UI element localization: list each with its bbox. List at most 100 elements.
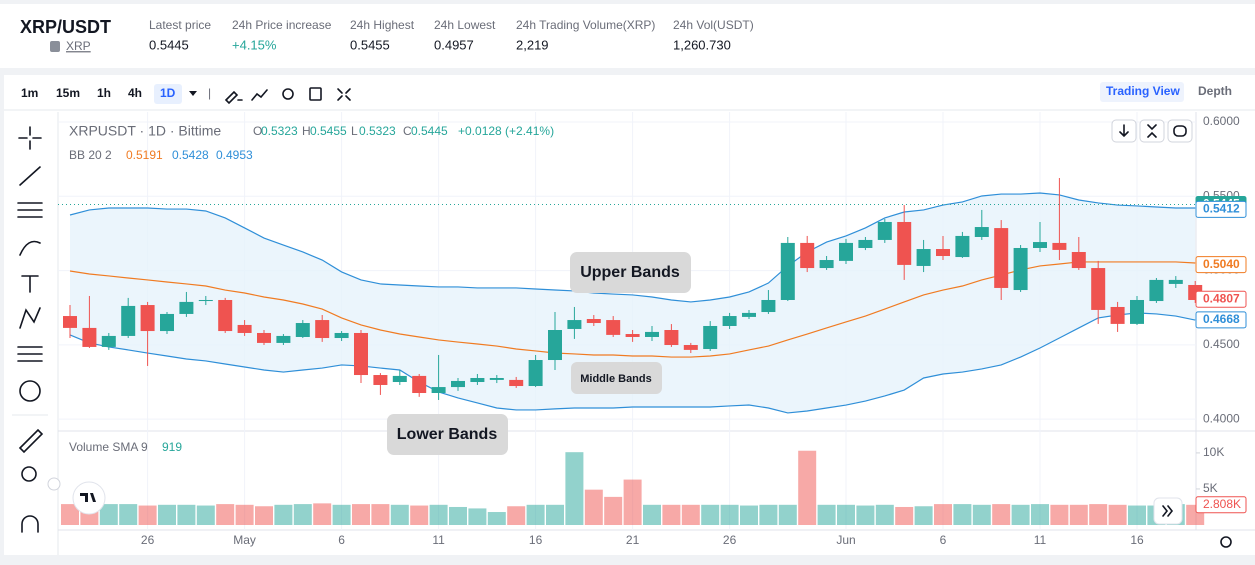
bb-legend: BB 20 2	[69, 148, 112, 162]
stat-value: 0.5455	[350, 37, 390, 52]
candle-body	[994, 228, 1009, 288]
ohlc-value: 0.5323	[261, 124, 298, 138]
volume-bar	[158, 504, 176, 525]
candle-body	[334, 332, 349, 339]
candle-body	[101, 335, 116, 347]
price-badge	[1195, 200, 1247, 218]
forecast-tool[interactable]	[17, 346, 43, 362]
annotation-box	[387, 414, 508, 455]
magnet-tool[interactable]	[21, 515, 39, 533]
bb-value: 0.5428	[172, 148, 209, 162]
fullscreen-icon[interactable]	[337, 88, 351, 101]
annotation: Upper Bands	[580, 264, 680, 281]
volume-bar	[352, 504, 370, 525]
y-tick-label: 0.4000	[1203, 411, 1240, 425]
volume-bar	[914, 506, 933, 525]
ohlc-value: 0.5455	[310, 124, 347, 138]
volume-bar	[837, 504, 855, 525]
volume-bar	[216, 504, 235, 525]
interval[interactable]: 15m	[56, 86, 80, 100]
volume-bar	[429, 504, 448, 525]
candle-body	[257, 332, 271, 343]
candle-body	[451, 380, 465, 388]
candle-body	[1110, 306, 1125, 324]
candle-body	[858, 239, 873, 248]
bb-upper-line	[69, 192, 1196, 303]
x-tick-label: Jun	[836, 533, 855, 547]
volume-tick-label: 10K	[1203, 445, 1224, 459]
chart-settings[interactable]	[1220, 536, 1232, 548]
fib-tool[interactable]	[17, 202, 43, 218]
candle-body	[295, 323, 310, 337]
candle-body	[683, 345, 698, 350]
view-tab[interactable]: Depth	[1198, 84, 1232, 98]
candle-body	[936, 249, 950, 257]
annotation: Middle Bands	[580, 373, 652, 385]
bb-lower-line	[69, 312, 1196, 414]
volume-bar	[798, 450, 817, 525]
volume-bar	[778, 504, 797, 525]
candle-body	[548, 330, 562, 361]
interval[interactable]: 1D	[160, 86, 176, 100]
coin-icon	[50, 41, 60, 52]
volume-bar	[546, 504, 564, 525]
volume-bar	[1108, 504, 1127, 525]
text-tool[interactable]	[21, 275, 39, 293]
stats: Latest price 0.5445 24h Price increase +4.1…	[149, 18, 754, 52]
emoji-tool[interactable]	[19, 380, 41, 402]
candle-body	[373, 375, 388, 385]
stat-value: 0.4957	[434, 37, 474, 52]
down-icon	[1119, 124, 1129, 138]
band-fill	[70, 193, 1196, 413]
stat-value: +4.15%	[232, 37, 277, 52]
candle-body	[140, 305, 155, 332]
chart-title: XRPUSDT · 1D · Bittime	[69, 123, 221, 139]
draw-icon[interactable]	[224, 90, 243, 105]
x-tick-label: 26	[723, 533, 737, 547]
x-tick-label: 6	[338, 533, 345, 547]
volume-badge-label: 2.808K	[1203, 497, 1241, 511]
crosshair-tool[interactable]	[18, 126, 42, 150]
coin-link[interactable]: XRP	[66, 39, 91, 53]
settings-icon[interactable]	[282, 88, 294, 100]
collapse-button[interactable]	[1139, 119, 1165, 143]
volume-bar	[740, 505, 758, 525]
zoom-tool[interactable]	[21, 466, 37, 482]
ruler-tool[interactable]	[18, 428, 44, 454]
volume-bar	[1031, 504, 1049, 525]
volume-bar	[1089, 504, 1108, 525]
candle-body	[955, 235, 970, 258]
candle-body	[412, 375, 427, 394]
collapse-tools[interactable]	[47, 477, 61, 491]
bb-value: 0.5191	[126, 148, 163, 162]
reset-button[interactable]	[1167, 119, 1193, 143]
interval[interactable]: 1m	[21, 86, 38, 100]
interval-dropdown[interactable]	[189, 91, 197, 96]
brush-tool[interactable]	[19, 240, 41, 256]
volume-bar	[856, 505, 875, 525]
indicator-icon[interactable]	[251, 89, 268, 101]
volume-badge	[1195, 496, 1247, 514]
candle-body	[315, 320, 330, 339]
ohlc-label: C	[403, 124, 412, 138]
line-tool[interactable]	[19, 166, 41, 186]
interval[interactable]: 4h	[128, 86, 142, 100]
stat-label: 24h Vol(USDT)	[673, 18, 754, 32]
candle-body	[1149, 279, 1164, 302]
candle-body	[567, 320, 582, 329]
save-icon[interactable]	[309, 87, 322, 101]
ohlc-label: L	[351, 124, 358, 138]
volume-bar	[99, 504, 118, 525]
logo-badge[interactable]	[72, 481, 106, 515]
candle-body	[354, 332, 368, 376]
price-badge	[1195, 256, 1247, 274]
reset-icon	[1173, 125, 1187, 137]
pattern-tool[interactable]	[19, 307, 41, 329]
interval[interactable]: 1h	[97, 86, 111, 100]
collapse-icon	[1147, 124, 1157, 138]
candle-body	[1168, 279, 1183, 284]
volume-bar	[332, 504, 351, 525]
toolbar-icons	[224, 87, 351, 105]
view-tab[interactable]: Trading View	[1106, 84, 1180, 98]
